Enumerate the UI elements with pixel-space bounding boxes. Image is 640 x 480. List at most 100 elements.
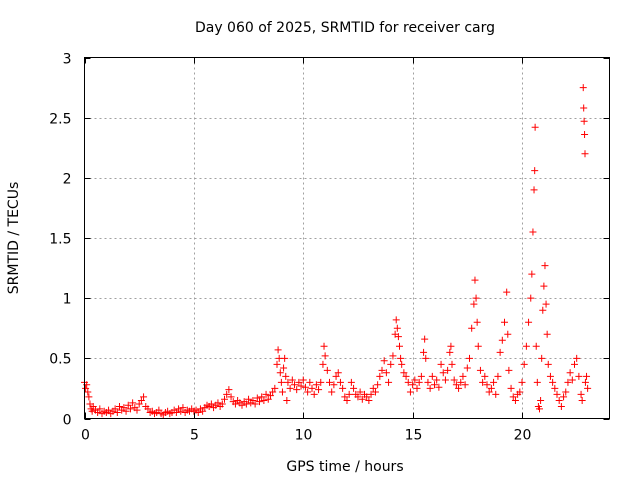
data-point: [199, 407, 207, 415]
data-point: [507, 384, 515, 392]
data-point: [85, 393, 93, 401]
data-point: [553, 390, 561, 398]
data-point: [315, 386, 323, 394]
data-point: [538, 354, 546, 362]
data-point: [541, 262, 549, 270]
data-point: [116, 402, 123, 410]
data-point: [365, 396, 373, 404]
data-point: [284, 378, 292, 386]
data-point: [111, 405, 119, 413]
data-point: [135, 400, 143, 408]
data-point: [223, 390, 231, 398]
data-point: [312, 381, 320, 389]
data-point: [326, 378, 333, 386]
y-tick-label: 2: [63, 172, 72, 188]
data-point: [291, 381, 298, 389]
data-point: [140, 393, 148, 401]
data-point: [485, 388, 493, 396]
data-point: [544, 360, 552, 368]
data-point: [421, 335, 429, 343]
data-point: [532, 342, 540, 350]
data-point: [194, 408, 202, 416]
data-point: [531, 167, 539, 175]
data-point: [536, 405, 543, 413]
data-point: [363, 393, 371, 401]
data-point: [207, 400, 215, 408]
data-point: [276, 369, 284, 377]
data-point: [494, 372, 502, 380]
data-point: [481, 372, 489, 380]
data-point: [273, 360, 281, 368]
data-point: [320, 342, 328, 350]
data-point: [504, 330, 512, 338]
data-point: [245, 395, 253, 403]
data-point: [323, 366, 331, 374]
data-point: [575, 372, 583, 380]
data-point: [137, 396, 145, 404]
y-tick-label: 0.5: [49, 352, 71, 368]
x-tick-labels: 0 5 10 15 20: [81, 428, 531, 444]
data-point: [479, 378, 487, 386]
data-point: [409, 381, 417, 389]
chart-title: Day 060 of 2025, SRMTID for receiver car…: [195, 20, 495, 36]
data-point: [297, 382, 305, 390]
data-point: [380, 357, 388, 365]
y-tick-label: 2.5: [49, 112, 71, 128]
data-point: [394, 333, 402, 341]
data-point: [581, 378, 589, 386]
data-point: [452, 381, 460, 389]
data-point: [94, 408, 102, 416]
data-point: [89, 402, 97, 410]
data-point: [577, 390, 585, 398]
x-tick-label: 20: [514, 428, 532, 444]
data-point: [450, 376, 458, 384]
data-point: [447, 342, 455, 350]
data-point: [483, 381, 491, 389]
data-point: [330, 381, 338, 389]
data-point: [343, 396, 351, 404]
data-point: [282, 372, 290, 380]
data-point: [584, 384, 592, 392]
data-point: [549, 378, 557, 386]
data-point: [179, 404, 187, 412]
data-point: [293, 386, 301, 394]
data-point: [82, 384, 90, 392]
data-point: [96, 405, 104, 413]
data-point: [501, 318, 508, 326]
axis-ticks: [84, 57, 610, 420]
data-point: [581, 131, 589, 139]
data-point: [426, 384, 434, 392]
data-point: [396, 342, 403, 350]
data-point: [317, 378, 325, 386]
data-point: [415, 378, 423, 386]
data-point: [580, 117, 588, 125]
data-point: [581, 150, 589, 158]
data-point: [531, 123, 539, 131]
data-point: [472, 294, 480, 302]
data-point: [277, 378, 285, 386]
data-point: [251, 400, 259, 408]
data-point: [533, 378, 541, 386]
data-point: [530, 186, 538, 194]
data-point: [433, 376, 441, 384]
data-point: [468, 324, 476, 332]
data-point: [417, 372, 425, 380]
data-point: [471, 276, 479, 284]
data-point: [332, 372, 340, 380]
data-point: [278, 388, 286, 396]
data-point: [124, 401, 132, 409]
data-point: [455, 384, 463, 392]
data-point: [227, 393, 235, 401]
data-point: [511, 396, 519, 404]
y-axis-label: SRMTID / TECUs: [6, 182, 22, 295]
data-point: [253, 394, 261, 402]
data-point: [269, 388, 277, 396]
data-point: [385, 378, 393, 386]
data-point: [573, 354, 581, 362]
y-tick-label: 1: [63, 292, 72, 308]
data-points: [81, 84, 592, 419]
data-point: [367, 390, 375, 398]
x-tick-label: 15: [405, 428, 423, 444]
data-point: [256, 398, 263, 406]
data-point: [424, 378, 432, 386]
